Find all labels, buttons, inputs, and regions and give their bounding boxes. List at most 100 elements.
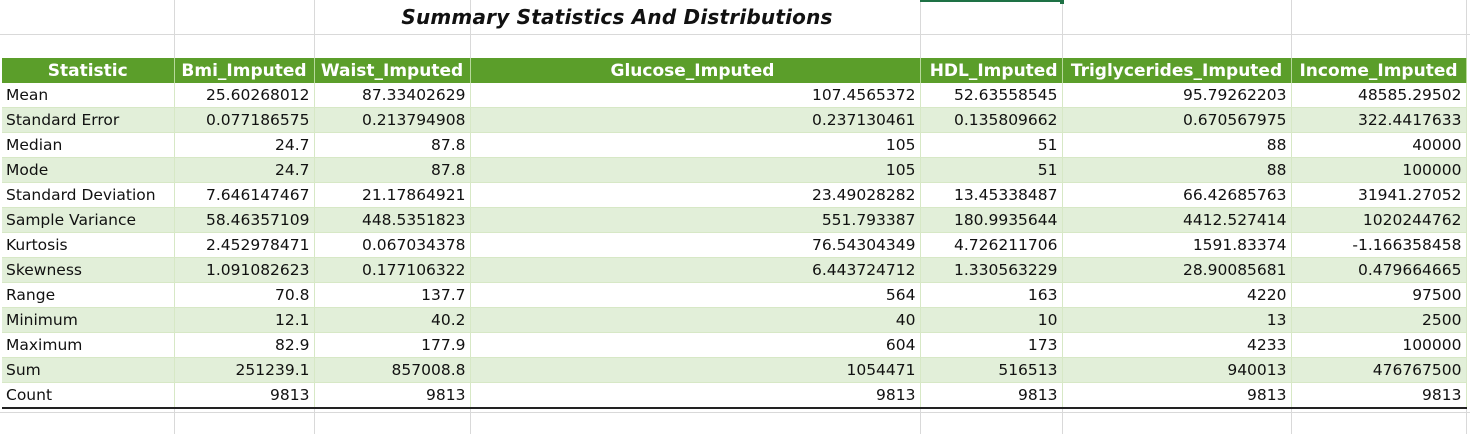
value-cell[interactable]: 2.452978471 <box>174 232 315 258</box>
value-cell[interactable]: 9813 <box>314 382 471 409</box>
value-cell[interactable]: 0.213794908 <box>314 107 471 133</box>
value-cell[interactable]: 1.091082623 <box>174 257 315 283</box>
value-cell[interactable]: 48585.29502 <box>1291 83 1467 108</box>
value-cell[interactable]: 12.1 <box>174 307 315 333</box>
value-cell[interactable]: 0.479664665 <box>1291 257 1467 283</box>
value-cell[interactable]: 58.46357109 <box>174 207 315 233</box>
value-cell[interactable]: 2500 <box>1291 307 1467 333</box>
row-label-cell[interactable]: Sample Variance <box>2 207 175 233</box>
value-cell[interactable]: 40.2 <box>314 307 471 333</box>
header-cell-bmi[interactable]: Bmi_Imputed <box>174 58 315 83</box>
value-cell[interactable]: 23.49028282 <box>470 182 921 208</box>
value-cell[interactable]: 40 <box>470 307 921 333</box>
value-cell[interactable]: 105 <box>470 157 921 183</box>
value-cell[interactable]: 95.79262203 <box>1062 83 1292 108</box>
value-cell[interactable]: 857008.8 <box>314 357 471 383</box>
value-cell[interactable]: 107.4565372 <box>470 83 921 108</box>
value-cell[interactable]: 1020244762 <box>1291 207 1467 233</box>
value-cell[interactable]: 448.5351823 <box>314 207 471 233</box>
value-cell[interactable]: 100000 <box>1291 157 1467 183</box>
value-cell[interactable]: 4.726211706 <box>920 232 1063 258</box>
value-cell[interactable]: 70.8 <box>174 282 315 308</box>
value-cell[interactable]: 52.63558545 <box>920 83 1063 108</box>
value-cell[interactable]: 4220 <box>1062 282 1292 308</box>
value-cell[interactable]: 0.135809662 <box>920 107 1063 133</box>
fill-handle[interactable] <box>1060 0 1064 4</box>
value-cell[interactable]: 4412.527414 <box>1062 207 1292 233</box>
value-cell[interactable]: 10 <box>920 307 1063 333</box>
value-cell[interactable]: 66.42685763 <box>1062 182 1292 208</box>
value-cell[interactable]: 1.330563229 <box>920 257 1063 283</box>
value-cell[interactable]: 7.646147467 <box>174 182 315 208</box>
value-cell[interactable]: 31941.27052 <box>1291 182 1467 208</box>
row-label-cell[interactable]: Minimum <box>2 307 175 333</box>
value-cell[interactable]: 97500 <box>1291 282 1467 308</box>
value-cell[interactable]: 1054471 <box>470 357 921 383</box>
header-cell-statistic[interactable]: Statistic <box>2 58 175 83</box>
value-cell[interactable]: -1.166358458 <box>1291 232 1467 258</box>
header-cell-income[interactable]: Income_Imputed <box>1291 58 1467 83</box>
value-cell[interactable]: 9813 <box>1062 382 1292 409</box>
row-label-cell[interactable]: Skewness <box>2 257 175 283</box>
value-cell[interactable]: 9813 <box>470 382 921 409</box>
value-cell[interactable]: 604 <box>470 332 921 358</box>
value-cell[interactable]: 13.45338487 <box>920 182 1063 208</box>
row-label-cell[interactable]: Count <box>2 382 175 409</box>
value-cell[interactable]: 82.9 <box>174 332 315 358</box>
row-label-cell[interactable]: Standard Deviation <box>2 182 175 208</box>
header-cell-waist[interactable]: Waist_Imputed <box>314 58 471 83</box>
value-cell[interactable]: 9813 <box>920 382 1063 409</box>
value-cell[interactable]: 13 <box>1062 307 1292 333</box>
value-cell[interactable]: 51 <box>920 157 1063 183</box>
value-cell[interactable]: 24.7 <box>174 157 315 183</box>
value-cell[interactable]: 0.177106322 <box>314 257 471 283</box>
value-cell[interactable]: 105 <box>470 132 921 158</box>
value-cell[interactable]: 0.067034378 <box>314 232 471 258</box>
value-cell[interactable]: 0.077186575 <box>174 107 315 133</box>
value-cell[interactable]: 173 <box>920 332 1063 358</box>
value-cell[interactable]: 21.17864921 <box>314 182 471 208</box>
value-cell[interactable]: 87.8 <box>314 157 471 183</box>
value-cell[interactable]: 88 <box>1062 132 1292 158</box>
value-cell[interactable]: 51 <box>920 132 1063 158</box>
value-cell[interactable]: 40000 <box>1291 132 1467 158</box>
value-cell[interactable]: 0.237130461 <box>470 107 921 133</box>
value-cell[interactable]: 76.54304349 <box>470 232 921 258</box>
active-cell-selection[interactable] <box>920 0 1062 2</box>
value-cell[interactable]: 137.7 <box>314 282 471 308</box>
value-cell[interactable]: 0.670567975 <box>1062 107 1292 133</box>
value-cell[interactable]: 177.9 <box>314 332 471 358</box>
row-label-cell[interactable]: Mean <box>2 83 175 108</box>
row-label-cell[interactable]: Maximum <box>2 332 175 358</box>
value-cell[interactable]: 251239.1 <box>174 357 315 383</box>
header-cell-glucose[interactable]: Glucose_Imputed <box>470 58 921 83</box>
value-cell[interactable]: 940013 <box>1062 357 1292 383</box>
value-cell[interactable]: 551.793387 <box>470 207 921 233</box>
value-cell[interactable]: 88 <box>1062 157 1292 183</box>
value-cell[interactable]: 476767500 <box>1291 357 1467 383</box>
row-label-cell[interactable]: Mode <box>2 157 175 183</box>
value-cell[interactable]: 24.7 <box>174 132 315 158</box>
value-cell[interactable]: 9813 <box>1291 382 1467 409</box>
value-cell[interactable]: 9813 <box>174 382 315 409</box>
value-cell[interactable]: 87.8 <box>314 132 471 158</box>
row-label-cell[interactable]: Sum <box>2 357 175 383</box>
value-cell[interactable]: 6.443724712 <box>470 257 921 283</box>
row-label-cell[interactable]: Kurtosis <box>2 232 175 258</box>
header-cell-hdl[interactable]: HDL_Imputed <box>920 58 1063 83</box>
row-label-cell[interactable]: Standard Error <box>2 107 175 133</box>
row-label-cell[interactable]: Median <box>2 132 175 158</box>
value-cell[interactable]: 180.9935644 <box>920 207 1063 233</box>
value-cell[interactable]: 4233 <box>1062 332 1292 358</box>
value-cell[interactable]: 100000 <box>1291 332 1467 358</box>
value-cell[interactable]: 322.4417633 <box>1291 107 1467 133</box>
value-cell[interactable]: 87.33402629 <box>314 83 471 108</box>
value-cell[interactable]: 163 <box>920 282 1063 308</box>
value-cell[interactable]: 1591.83374 <box>1062 232 1292 258</box>
value-cell[interactable]: 564 <box>470 282 921 308</box>
value-cell[interactable]: 516513 <box>920 357 1063 383</box>
row-label-cell[interactable]: Range <box>2 282 175 308</box>
value-cell[interactable]: 28.90085681 <box>1062 257 1292 283</box>
header-cell-triglycerides[interactable]: Triglycerides_Imputed <box>1062 58 1292 83</box>
value-cell[interactable]: 25.60268012 <box>174 83 315 108</box>
